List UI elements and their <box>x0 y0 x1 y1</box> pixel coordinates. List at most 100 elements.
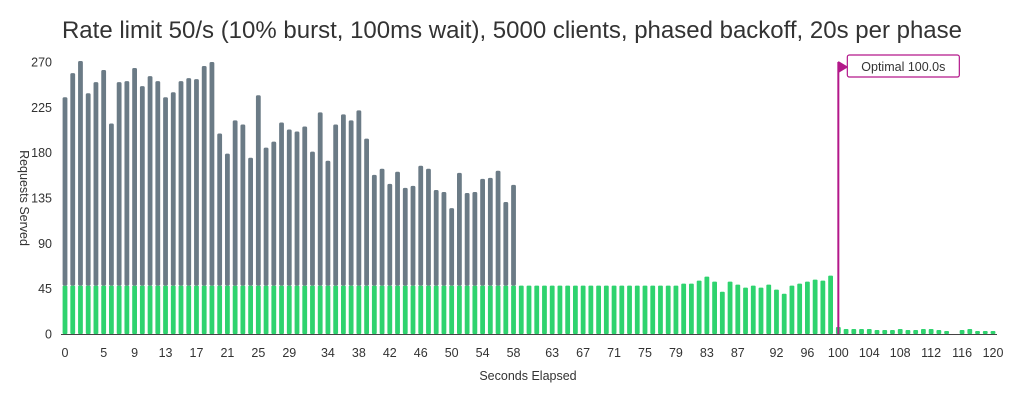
bar-segment-excess <box>395 171 400 286</box>
bar-segment-successful <box>851 328 857 334</box>
bar-segment-successful <box>263 285 269 334</box>
bar-segment-excess <box>62 97 68 286</box>
bar-segment-successful <box>526 285 532 334</box>
bar-segment-excess <box>240 124 246 286</box>
x-tick-label: 108 <box>890 346 911 360</box>
y-axis-ticks: 0 45 90 135 180 225 270 <box>31 56 52 342</box>
bar-segment-excess <box>139 86 145 286</box>
bar-segment-excess <box>325 160 331 286</box>
bar-segment-successful <box>178 285 184 334</box>
bar-segment-excess <box>418 165 424 286</box>
x-tick-label: 0 <box>62 346 69 360</box>
bar-segment-excess <box>101 70 107 286</box>
bar-segment-successful <box>990 330 996 334</box>
bar-segment-successful <box>758 287 764 334</box>
bar-segment-successful <box>480 285 485 334</box>
bar-segment-successful <box>658 285 663 334</box>
optimal-label-box <box>846 54 960 78</box>
bar-segment-successful <box>70 285 76 334</box>
bar-segment-excess <box>511 184 516 286</box>
bar-segment-successful <box>781 293 787 334</box>
y-tick-label: 0 <box>45 328 52 342</box>
bar-segment-successful <box>302 285 308 334</box>
bar-segment-successful <box>333 285 339 334</box>
bar-segment-successful <box>874 329 880 334</box>
y-tick-label: 270 <box>31 56 52 70</box>
bar-segment-excess <box>263 147 269 286</box>
bar-segment-successful <box>735 284 741 334</box>
bar-segment-successful <box>812 279 818 334</box>
bar-segment-successful <box>186 285 192 334</box>
bar-segment-excess <box>333 124 339 286</box>
bar-segment-successful <box>325 285 331 334</box>
bar-segment-successful <box>457 285 462 334</box>
bar-segment-successful <box>696 280 702 334</box>
bar-segment-successful <box>603 285 609 334</box>
bar-segment-successful <box>124 285 130 334</box>
bar-segment-excess <box>348 120 354 286</box>
bar-segment-successful <box>248 285 253 334</box>
optimal-label: Optimal 100.0s <box>861 60 945 74</box>
bar-segment-successful <box>217 285 223 334</box>
bar-segment-excess <box>294 131 300 286</box>
bar-segment-successful <box>201 285 207 334</box>
bar-segment-excess <box>464 192 470 286</box>
x-tick-label: 29 <box>282 346 296 360</box>
x-tick-label: 112 <box>921 346 941 360</box>
x-tick-label: 25 <box>251 346 265 360</box>
bar-segment-successful <box>441 285 447 334</box>
bar-segment-successful <box>712 281 717 334</box>
bar-segment-excess <box>271 141 277 286</box>
bar-segment-successful <box>619 285 625 334</box>
x-axis-ticks: 0 5 9 13 17 21 25 29 34 38 42 46 50 54 58 63 67 71 75 79 83 8… <box>62 346 1004 360</box>
bar-segment-successful <box>828 275 833 334</box>
bar-segment-successful <box>944 330 949 334</box>
x-tick-label: 75 <box>638 346 652 360</box>
bar-segment-successful <box>464 285 470 334</box>
bar-segment-successful <box>371 285 377 334</box>
y-tick-label: 135 <box>31 192 52 206</box>
bar-segment-excess <box>302 126 308 286</box>
bar-segment-excess <box>503 202 509 286</box>
bar-segment-successful <box>549 285 555 334</box>
bar-segment-successful <box>805 281 810 334</box>
bar-segment-successful <box>379 285 385 334</box>
bar-segment-successful <box>975 330 980 334</box>
optimal-marker-arrow <box>838 61 849 73</box>
bar-segment-excess <box>487 177 493 286</box>
bar-segment-successful <box>426 285 431 334</box>
bar-segment-successful <box>774 289 779 334</box>
bar-segment-successful <box>286 285 292 334</box>
bar-segment-successful <box>928 328 934 334</box>
bar-segment-successful <box>109 285 114 334</box>
bar-segment-excess <box>132 68 137 286</box>
bar-segment-excess <box>371 174 377 286</box>
bar-segment-successful <box>402 285 408 334</box>
bar-segment-successful <box>689 283 694 334</box>
bar-segment-excess <box>356 110 362 286</box>
bar-segment-excess <box>495 170 501 286</box>
bar-segment-successful <box>116 285 122 334</box>
bar-segment-successful <box>650 285 656 334</box>
bar-segment-successful <box>634 285 640 334</box>
bar-segment-successful <box>364 285 369 334</box>
bar-segment-successful <box>255 285 261 334</box>
x-tick-label: 54 <box>476 346 490 360</box>
bar-segment-successful <box>982 330 988 334</box>
bar-segment-excess <box>248 157 253 286</box>
bar-segment-successful <box>596 285 601 334</box>
bar-segment-successful <box>487 285 493 334</box>
x-tick-label: 120 <box>983 346 1004 360</box>
x-tick-label: 58 <box>507 346 521 360</box>
bar-segment-excess <box>441 191 447 286</box>
bar-segment-successful <box>719 291 725 334</box>
bar-segment-excess <box>232 120 238 286</box>
bar-segment-successful <box>518 285 524 334</box>
bar-segment-excess <box>178 81 184 286</box>
bar-segment-successful <box>395 285 400 334</box>
bar-segment-successful <box>905 329 911 334</box>
bar-segment-successful <box>170 285 176 334</box>
bar-segment-excess <box>402 187 408 286</box>
bar-segment-successful <box>859 328 864 334</box>
bar-segment-successful <box>225 285 230 334</box>
